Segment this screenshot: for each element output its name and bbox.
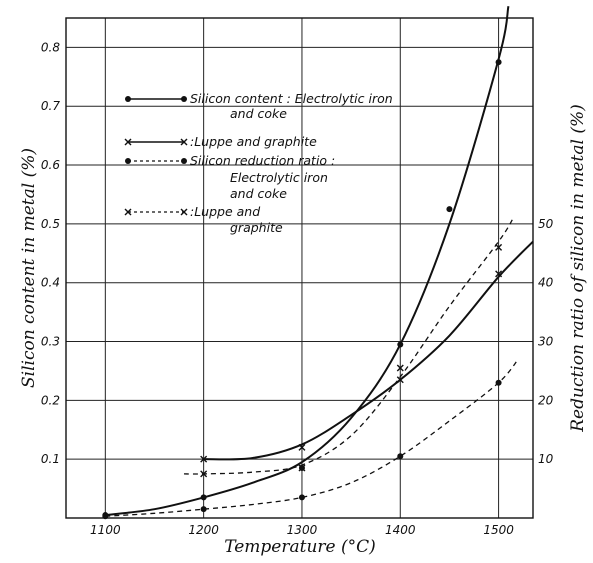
y2-tick-label: 20	[538, 393, 554, 407]
legend-label: and coke	[230, 106, 287, 121]
series-line	[105, 6, 510, 517]
y2-tick-label: 50	[538, 217, 554, 231]
data-point	[200, 470, 208, 478]
y2-tick-labels: 10 20 30 40 50	[538, 217, 554, 466]
legend-item: :Luppe and	[124, 204, 260, 219]
series-3	[102, 358, 519, 520]
data-point	[495, 243, 503, 251]
y-tick-label: 0.1	[41, 452, 60, 466]
data-point	[495, 59, 502, 66]
y-tick-label: 0.6	[41, 158, 60, 172]
data-point	[396, 364, 404, 372]
y2-tick-label: 40	[538, 276, 554, 290]
data-point	[495, 379, 502, 386]
data-point	[298, 464, 306, 472]
data-point	[396, 376, 404, 384]
legend-item: and coke	[230, 106, 287, 121]
y-tick-label: 0.2	[41, 393, 60, 407]
data-point	[200, 506, 207, 513]
series-line	[183, 217, 514, 475]
data-point	[298, 494, 305, 501]
y2-tick-label: 10	[538, 452, 554, 466]
legend-item: and coke	[230, 186, 287, 201]
legend-item: Silicon content : Electrolytic iron	[125, 91, 393, 106]
y-tick-label: 0.3	[41, 335, 60, 349]
legend-label: :Luppe and	[190, 204, 260, 219]
legend-label: Electrolytic iron	[230, 170, 328, 185]
data-point	[102, 513, 109, 520]
plot-frame	[65, 17, 534, 519]
legend-marker	[180, 208, 188, 216]
legend-label: graphite	[230, 220, 283, 235]
legend-item: Silicon reduction ratio :	[125, 153, 335, 168]
x-axis-label: Temperature (°C)	[224, 537, 376, 557]
series-4	[183, 217, 514, 478]
legend-label: Silicon content : Electrolytic iron	[190, 91, 393, 106]
y-tick-labels: 0.1 0.2 0.3 0.4 0.5 0.6 0.7 0.8	[41, 40, 60, 466]
legend-label: Silicon reduction ratio :	[190, 153, 335, 168]
series-1	[102, 6, 510, 519]
grid	[66, 18, 533, 518]
legend-marker	[124, 138, 132, 146]
y-tick-label: 0.4	[41, 276, 60, 290]
x-tick-label: 1400	[385, 523, 416, 537]
y-tick-label: 0.5	[41, 217, 60, 231]
legend-label: :Luppe and graphite	[190, 134, 317, 149]
series-2	[200, 240, 534, 463]
y-tick-label: 0.7	[41, 99, 60, 113]
legend-marker	[181, 96, 187, 102]
series-line	[105, 358, 519, 517]
legend-marker	[125, 158, 131, 164]
data-point	[298, 443, 306, 451]
legend-item: graphite	[230, 220, 283, 235]
series	[102, 6, 534, 520]
x-tick-label: 1200	[188, 523, 219, 537]
data-point	[200, 494, 207, 501]
data-point	[446, 206, 453, 213]
data-point	[200, 455, 208, 463]
legend-marker	[124, 208, 132, 216]
legend-item: Electrolytic iron	[230, 170, 328, 185]
y-axis-label: Silicon content in metal (%)	[19, 148, 39, 388]
legend-item: :Luppe and graphite	[124, 134, 317, 149]
data-point	[397, 341, 404, 348]
x-tick-labels: 1100 1200 1300 1400 1500	[90, 523, 514, 537]
legend-marker	[125, 96, 131, 102]
legend-marker	[180, 138, 188, 146]
y-tick-label: 0.8	[41, 40, 60, 54]
legend-label: and coke	[230, 186, 287, 201]
x-tick-label: 1500	[483, 523, 514, 537]
y2-axis-label: Reduction ratio of silicon in metal (%)	[568, 104, 588, 433]
legend-marker	[181, 158, 187, 164]
series-line	[203, 240, 534, 461]
data-point	[397, 453, 404, 460]
y2-tick-label: 30	[538, 335, 554, 349]
x-tick-label: 1300	[287, 523, 318, 537]
x-tick-label: 1100	[90, 523, 121, 537]
data-point	[495, 270, 503, 278]
